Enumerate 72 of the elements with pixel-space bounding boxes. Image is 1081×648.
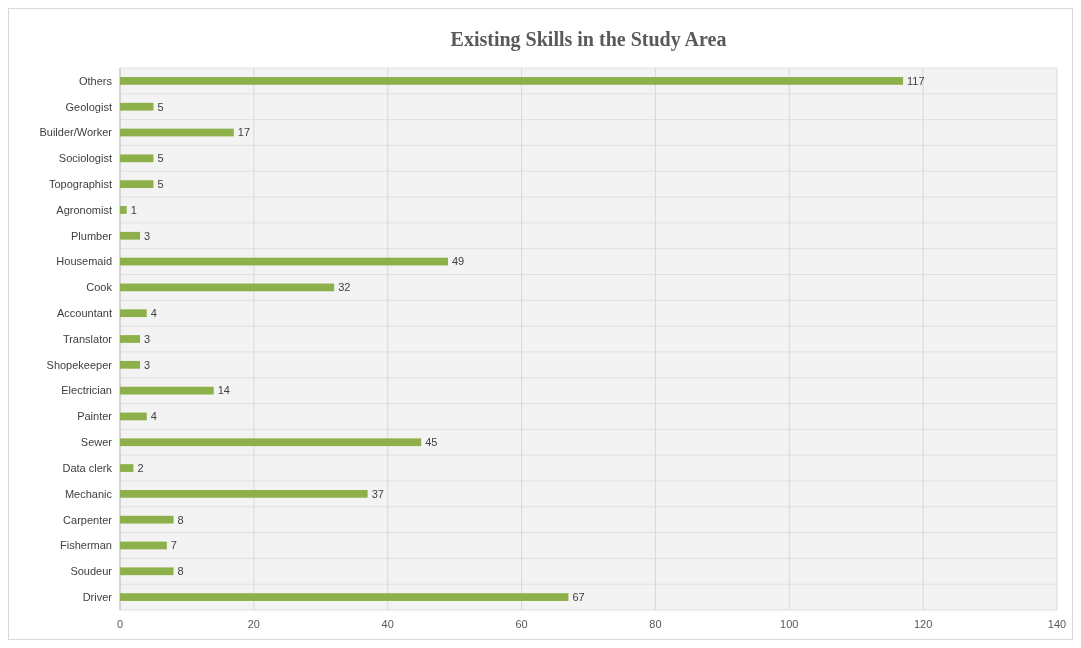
y-tick-label: Geologist [65,100,112,113]
data-label: 17 [237,126,251,139]
y-tick-label: Agronomist [56,203,112,216]
y-tick-label: Builder/Worker [39,126,113,139]
data-label: 3 [144,229,151,242]
bar [120,360,141,369]
data-label: 37 [371,487,384,500]
bar [120,464,134,472]
x-tick-label: 140 [1047,618,1067,630]
x-tick-label: 40 [381,618,394,630]
bar [120,567,174,576]
bar [120,180,154,189]
y-tick-label: Topographist [49,177,112,190]
data-label: 3 [144,332,151,345]
data-label: 7 [170,539,177,552]
data-label: 1 [130,203,137,216]
bar [120,257,448,266]
bar [120,102,154,111]
x-tick-label: 60 [515,618,528,630]
data-label: 8 [177,513,184,526]
data-label: 117 [907,74,925,87]
bar [120,386,214,395]
data-label: 4 [150,307,157,320]
bar [120,154,154,163]
data-label: 49 [451,255,465,268]
bar [120,128,234,137]
y-tick-label: Shopekeeper [46,358,113,371]
data-label: 14 [217,384,230,397]
x-tick-label: 100 [780,618,799,630]
data-label: 5 [157,177,164,190]
data-label: 8 [177,565,184,578]
data-label: 67 [572,590,585,603]
data-label: 3 [144,358,151,371]
y-tick-label: Data clerk [62,461,113,474]
bar [120,309,147,318]
x-tick-label: 80 [649,618,662,630]
y-tick-label: Plumber [71,229,113,242]
bar [120,206,127,214]
y-tick-label: Accountant [56,307,112,320]
data-label: 5 [157,152,164,165]
bar [120,541,167,550]
y-tick-label: Translator [62,332,113,345]
bar [120,231,141,240]
x-tick-label: 120 [913,618,933,630]
bar [120,515,174,524]
y-tick-label: Fisherman [60,539,112,552]
y-tick-label: Soudeur [70,565,113,578]
y-tick-label: Housemaid [56,255,112,268]
data-label: 4 [150,410,157,423]
y-tick-label: Carpenter [63,513,113,526]
x-tick-label: 0 [116,618,124,630]
bar [120,438,422,447]
bar [120,283,335,292]
bar [120,593,569,601]
y-tick-label: Mechanic [64,487,113,500]
data-label: 2 [137,461,144,474]
y-tick-label: Others [78,74,113,87]
y-tick-label: Sewer [80,436,113,449]
y-tick-label: Driver [82,590,113,603]
chart-title: Existing Skills in the Study Area [450,28,727,51]
bar [120,77,904,85]
data-label: 45 [425,436,438,449]
data-label: 5 [157,100,164,113]
x-tick-label: 20 [247,618,260,630]
bar [120,489,368,498]
y-tick-label: Electrician [61,384,112,397]
y-tick-label: Sociologist [58,152,112,165]
y-tick-label: Cook [86,281,113,294]
bar [120,335,141,343]
data-label: 32 [338,281,351,294]
y-tick-label: Painter [77,410,113,423]
bar [120,412,147,421]
